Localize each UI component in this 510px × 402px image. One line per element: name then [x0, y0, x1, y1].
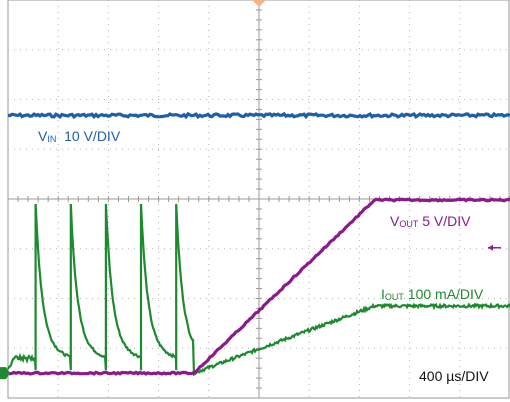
vout-label: VOUT 5 V/DIV	[390, 213, 471, 229]
graticule	[7, 0, 510, 399]
channel-ground-marker	[0, 367, 10, 380]
traces	[7, 111, 510, 377]
iout-label: IOUT 100 mA/DIV	[381, 286, 484, 302]
iout-trace	[7, 203, 510, 377]
timebase-label: 400 µs/DIV	[419, 368, 489, 384]
trigger-marker	[252, 0, 266, 7]
vin-trace	[7, 111, 510, 120]
vout-trace	[7, 197, 510, 376]
vin-label: VIN 10 V/DIV	[38, 128, 121, 144]
markers	[0, 0, 501, 380]
vout-ref-arrowhead	[488, 244, 493, 251]
